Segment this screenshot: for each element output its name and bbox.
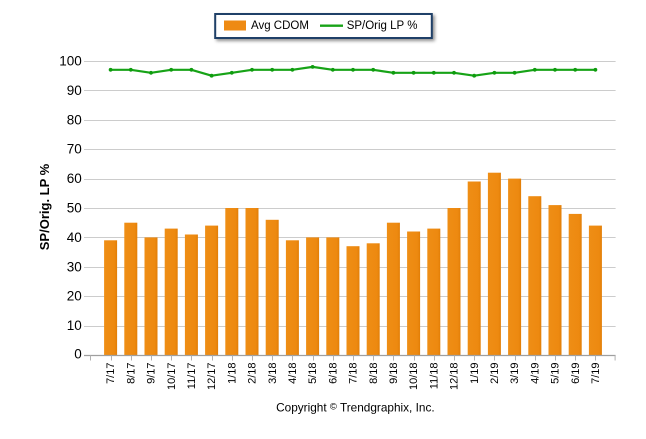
svg-text:1/18: 1/18 — [226, 363, 238, 384]
svg-text:5/19: 5/19 — [550, 363, 562, 384]
svg-text:2/18: 2/18 — [247, 363, 259, 384]
svg-text:SP/Orig LP %: SP/Orig LP % — [347, 20, 418, 32]
svg-text:90: 90 — [67, 83, 82, 98]
svg-text:100: 100 — [59, 54, 82, 69]
svg-text:40: 40 — [67, 230, 82, 245]
svg-text:50: 50 — [67, 201, 82, 216]
svg-text:1/19: 1/19 — [469, 363, 481, 384]
svg-text:10/18: 10/18 — [408, 363, 420, 391]
svg-text:Avg CDOM: Avg CDOM — [251, 20, 309, 32]
svg-text:SP/Orig. LP %: SP/Orig. LP % — [37, 163, 52, 250]
svg-text:70: 70 — [67, 142, 82, 157]
svg-text:60: 60 — [67, 171, 82, 186]
svg-text:4/18: 4/18 — [287, 363, 299, 384]
svg-text:7/18: 7/18 — [348, 363, 360, 384]
svg-text:3/18: 3/18 — [267, 363, 279, 384]
svg-text:8/17: 8/17 — [125, 363, 137, 384]
svg-text:6/19: 6/19 — [570, 363, 582, 384]
svg-text:4/19: 4/19 — [529, 363, 541, 384]
svg-text:12/18: 12/18 — [449, 363, 461, 391]
svg-text:30: 30 — [67, 259, 82, 274]
svg-text:6/18: 6/18 — [327, 363, 339, 384]
svg-text:0: 0 — [74, 346, 82, 361]
svg-text:3/19: 3/19 — [509, 363, 521, 384]
svg-text:10/17: 10/17 — [166, 363, 178, 391]
svg-text:10: 10 — [67, 318, 82, 333]
svg-text:7/17: 7/17 — [105, 363, 117, 384]
svg-text:9/18: 9/18 — [388, 363, 400, 384]
svg-text:20: 20 — [67, 289, 82, 304]
svg-text:80: 80 — [67, 112, 82, 127]
svg-text:12/17: 12/17 — [206, 363, 218, 391]
svg-text:7/19: 7/19 — [590, 363, 602, 384]
svg-text:5/18: 5/18 — [307, 363, 319, 384]
svg-text:11/17: 11/17 — [186, 363, 198, 390]
svg-text:2/19: 2/19 — [489, 363, 501, 384]
svg-text:Copyright © Trendgraphix, Inc.: Copyright © Trendgraphix, Inc. — [276, 401, 435, 415]
svg-text:8/18: 8/18 — [368, 363, 380, 384]
svg-text:9/17: 9/17 — [146, 363, 158, 384]
svg-text:11/18: 11/18 — [428, 363, 440, 390]
